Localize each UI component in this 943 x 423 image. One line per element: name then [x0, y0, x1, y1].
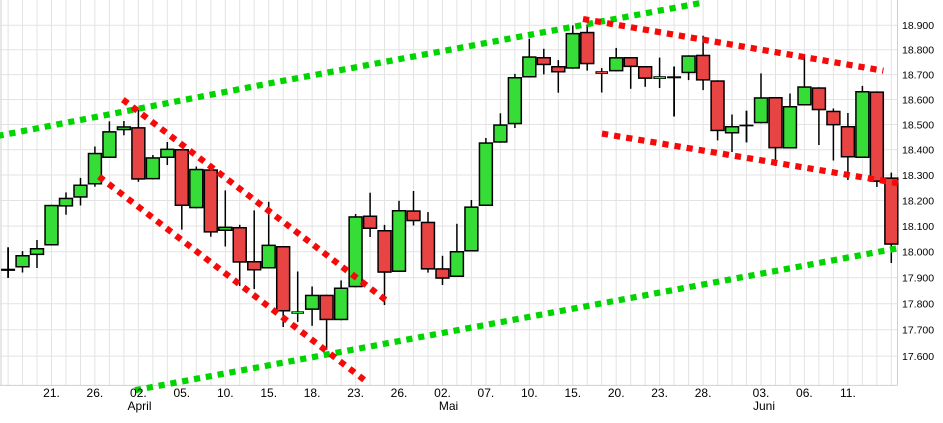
svg-text:18.: 18. [304, 386, 321, 400]
svg-text:15.: 15. [260, 386, 277, 400]
svg-text:11.: 11. [840, 386, 856, 400]
svg-text:23.: 23. [347, 386, 364, 400]
svg-text:02.: 02. [130, 386, 147, 400]
svg-text:23.: 23. [651, 386, 668, 400]
svg-text:Mai: Mai [439, 399, 458, 413]
svg-text:18.800: 18.800 [902, 45, 934, 57]
svg-text:26.: 26. [87, 386, 104, 400]
svg-text:26.: 26. [391, 386, 408, 400]
svg-text:05.: 05. [173, 386, 190, 400]
svg-text:03.: 03. [753, 386, 770, 400]
svg-text:18.400: 18.400 [902, 145, 934, 157]
svg-text:02.: 02. [434, 386, 451, 400]
svg-text:18.000: 18.000 [902, 247, 934, 259]
svg-text:15.: 15. [564, 386, 581, 400]
svg-text:18.300: 18.300 [902, 170, 934, 182]
svg-text:10.: 10. [217, 386, 234, 400]
svg-text:18.500: 18.500 [902, 119, 934, 131]
svg-text:18.700: 18.700 [902, 70, 934, 82]
svg-text:21.: 21. [43, 386, 60, 400]
svg-text:10.: 10. [521, 386, 538, 400]
svg-text:April: April [127, 399, 151, 413]
svg-text:Juni: Juni [753, 399, 775, 413]
svg-text:20.: 20. [608, 386, 625, 400]
svg-text:17.800: 17.800 [902, 299, 934, 311]
svg-text:06.: 06. [796, 386, 813, 400]
svg-text:18.900: 18.900 [902, 20, 934, 32]
svg-text:28.: 28. [695, 386, 712, 400]
svg-text:17.900: 17.900 [902, 273, 934, 285]
svg-text:17.700: 17.700 [902, 325, 934, 337]
svg-text:18.200: 18.200 [902, 195, 934, 207]
svg-text:17.600: 17.600 [902, 351, 934, 363]
svg-text:07.: 07. [478, 386, 495, 400]
svg-text:18.600: 18.600 [902, 94, 934, 106]
svg-text:18.100: 18.100 [902, 221, 934, 233]
